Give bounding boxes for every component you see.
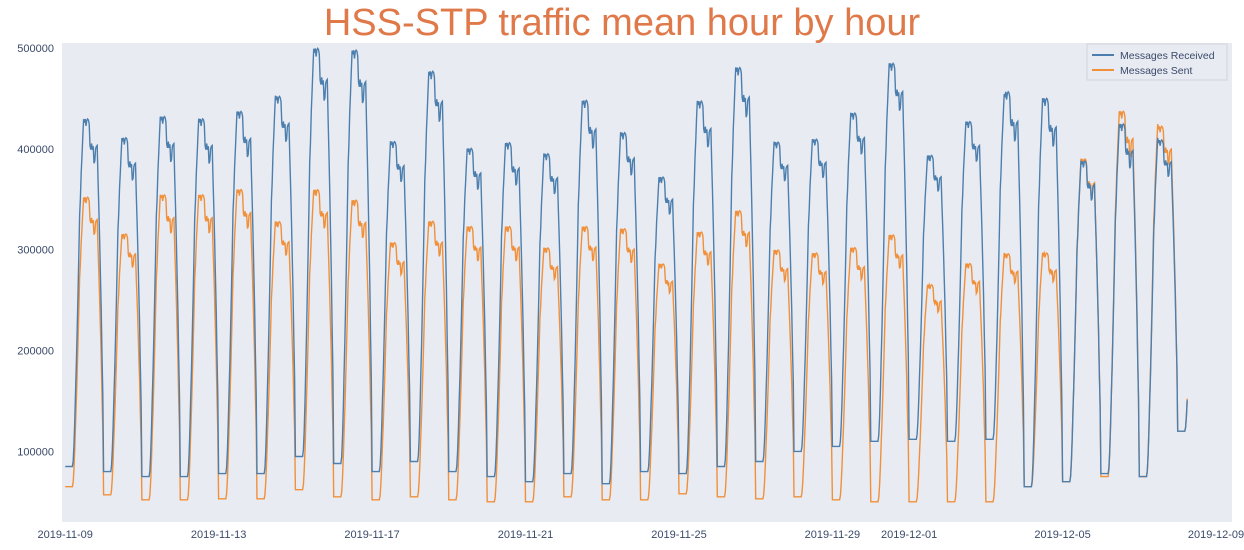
x-tick-label: 2019-11-13 [191, 529, 246, 541]
chart-title: HSS-STP traffic mean hour by hour [323, 2, 921, 44]
y-tick-label: 500000 [17, 43, 54, 55]
x-tick-label: 2019-11-21 [498, 529, 553, 541]
series-lines [65, 47, 1188, 503]
x-tick-label: 2019-11-17 [344, 529, 399, 541]
y-tick-label: 300000 [17, 245, 54, 257]
legend: Messages Received Messages Sent [1086, 43, 1228, 81]
x-tick-label: 2019-12-01 [881, 529, 937, 541]
x-tick-label: 2019-11-09 [37, 529, 92, 541]
y-tick-label: 400000 [17, 144, 54, 156]
legend-label: Messages Received [1120, 50, 1215, 62]
y-tick-label: 200000 [17, 346, 54, 358]
y-tick-label: 100000 [17, 446, 54, 458]
x-tick-label: 2019-11-25 [651, 529, 706, 541]
x-axis-ticks: 2019-11-09 2019-11-13 2019-11-17 2019-11-21… [37, 529, 1244, 541]
x-tick-label: 2019-12-05 [1034, 529, 1090, 541]
series-line-received [65, 47, 1188, 488]
legend-box [1086, 43, 1228, 81]
x-tick-label: 2019-12-09 [1188, 529, 1244, 541]
series-line-sent [65, 110, 1188, 503]
y-axis-ticks: 100000 200000 300000 400000 500000 [17, 43, 54, 458]
x-tick-label: 2019-11-29 [805, 529, 860, 541]
legend-label: Messages Sent [1120, 65, 1192, 77]
